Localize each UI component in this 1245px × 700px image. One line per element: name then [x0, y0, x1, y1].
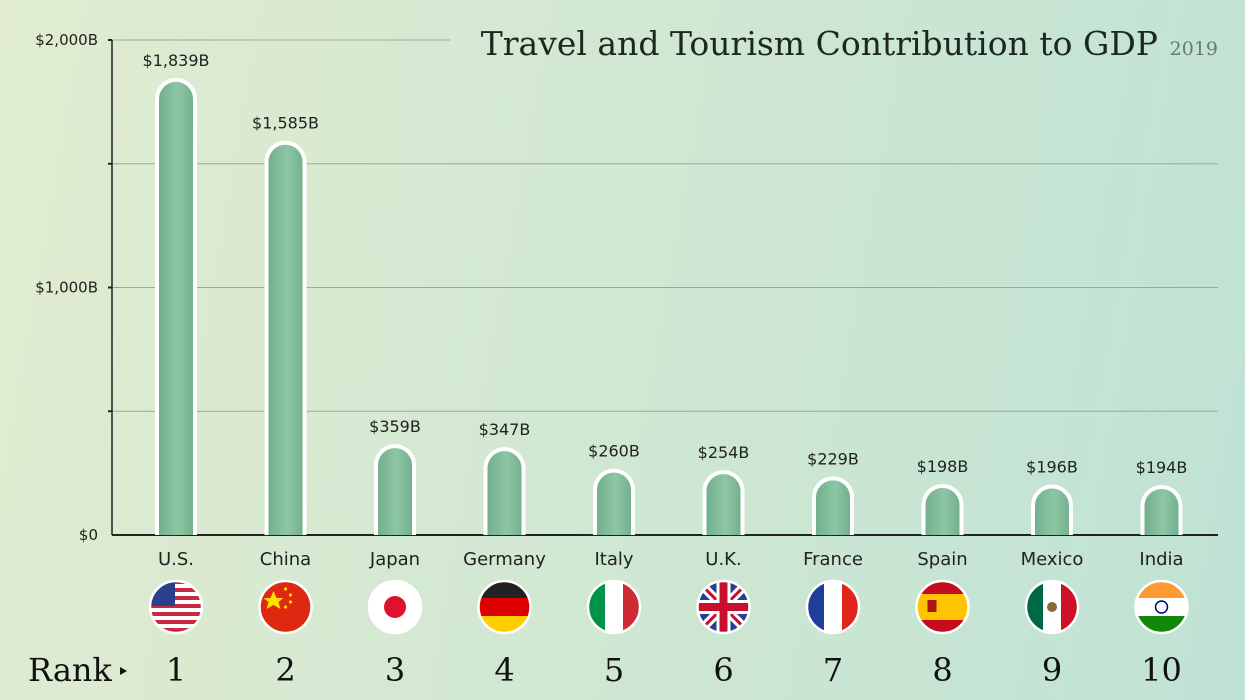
value-label: $347B	[479, 420, 531, 439]
bar-france	[812, 476, 854, 535]
flag-ring	[586, 579, 642, 635]
flag-art	[150, 581, 202, 633]
value-label: $260B	[588, 442, 640, 461]
japan-flag-icon	[367, 579, 423, 635]
flag-ring	[258, 579, 313, 635]
y-tick-label: $1,000B	[35, 279, 98, 297]
mexico-flag-icon	[1024, 579, 1080, 635]
value-label: $196B	[1026, 457, 1078, 476]
china-flag-icon	[258, 579, 313, 635]
category-label: Italy	[594, 549, 633, 570]
value-label: $1,585B	[252, 114, 319, 133]
flag-ring	[696, 579, 751, 635]
category-label: Spain	[917, 549, 967, 570]
bar-uk	[702, 470, 745, 535]
ranks: 1 2 3 4 5 6 7 8 9 10 Rank	[28, 651, 1182, 689]
y-tick-label: $2,000B	[35, 31, 98, 49]
category-label: Japan	[369, 549, 420, 570]
category-label: France	[803, 549, 863, 570]
rank-number: 10	[1141, 651, 1182, 689]
flag-ring	[915, 579, 970, 635]
bar-us	[155, 77, 197, 535]
india-flag-icon	[1134, 579, 1189, 635]
bar-spain	[921, 484, 964, 535]
rank-number: 7	[823, 651, 843, 689]
flag-art	[259, 581, 312, 633]
value-label: $198B	[917, 457, 969, 476]
flag-ring	[148, 579, 204, 635]
rank-number: 4	[494, 651, 514, 689]
value-label: $254B	[698, 443, 750, 462]
chart-title: Travel and Tourism Contribution to GDP	[481, 24, 1158, 63]
bar-germany	[483, 447, 526, 535]
value-label: $1,839B	[143, 51, 210, 70]
bars	[155, 77, 1183, 535]
flags	[148, 579, 1189, 635]
bar-india	[1140, 485, 1183, 535]
category-label: India	[1139, 549, 1183, 570]
flag-ring	[367, 579, 423, 635]
rank-number: 5	[604, 651, 624, 689]
flag-ring	[805, 579, 861, 635]
category-label: China	[260, 549, 311, 570]
rank-number: 2	[275, 651, 295, 689]
bar-china	[264, 140, 307, 535]
rank-label: Rank	[28, 651, 113, 689]
rank-number: 1	[166, 651, 186, 689]
rank-number: 6	[713, 651, 733, 689]
value-label: $229B	[807, 449, 859, 468]
category-label: U.K.	[705, 549, 741, 570]
flag-ring	[1134, 579, 1189, 635]
category-label: U.S.	[158, 549, 194, 570]
category-label: Germany	[463, 549, 546, 570]
flag-ring	[1024, 579, 1080, 635]
flag-ring	[477, 579, 532, 635]
france-flag-icon	[805, 579, 861, 635]
germany-flag-icon	[477, 579, 532, 635]
rank-arrow-icon	[120, 667, 127, 675]
flag-art	[916, 581, 969, 633]
us-flag-icon	[148, 579, 204, 635]
value-label: $359B	[369, 417, 421, 436]
bar-mexico	[1031, 484, 1073, 535]
value-label: $194B	[1136, 458, 1188, 477]
spain-flag-icon	[915, 579, 970, 635]
bar-italy	[593, 468, 635, 535]
italy-flag-icon	[586, 579, 642, 635]
uk-flag-icon	[696, 579, 751, 635]
value-labels: $1,839B U.S. $1,585B China $359B Japan $347B Ge…	[143, 51, 1188, 570]
chart-subtitle: 2019	[1170, 38, 1218, 60]
bar-japan	[374, 444, 416, 535]
category-label: Mexico	[1021, 549, 1084, 570]
rank-number: 9	[1042, 651, 1062, 689]
rank-number: 8	[932, 651, 952, 689]
flag-art	[369, 581, 421, 633]
y-tick-label: $0	[79, 526, 98, 544]
rank-number: 3	[385, 651, 405, 689]
